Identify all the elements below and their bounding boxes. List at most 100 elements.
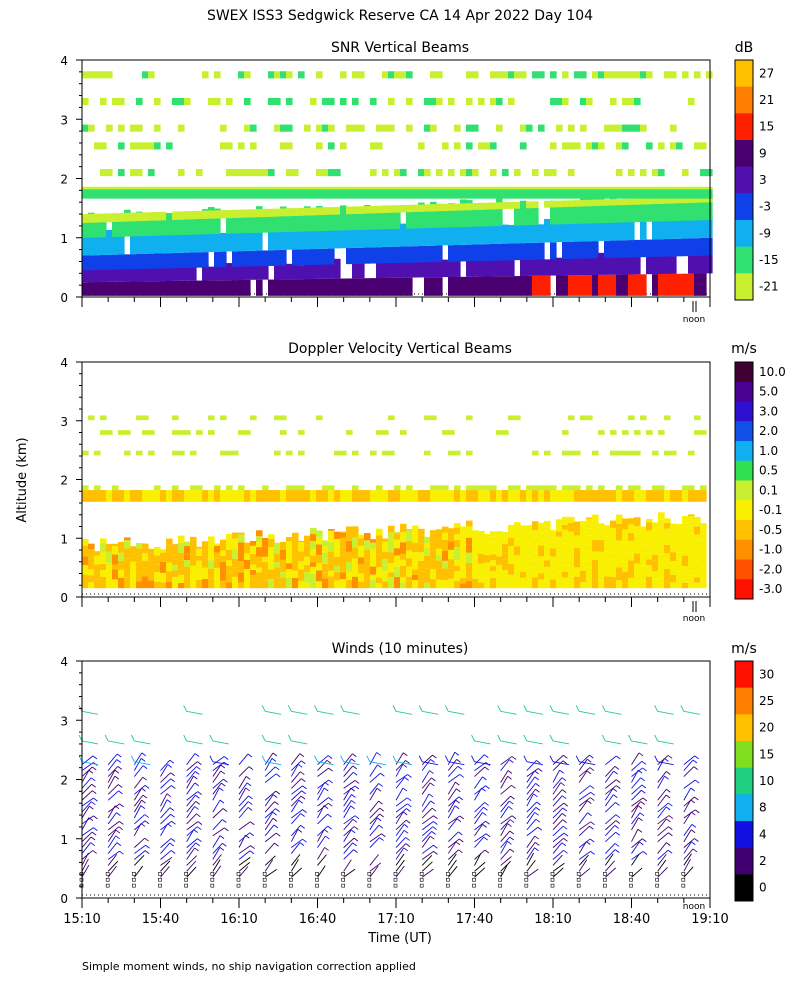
wind-barb (160, 807, 171, 819)
wind-barb (500, 756, 513, 766)
doppler-cell (376, 430, 383, 435)
doppler-cell (688, 533, 695, 542)
wind-barb (343, 849, 354, 860)
doppler-cell (634, 563, 641, 571)
snr-cell (676, 273, 683, 296)
snr-cell (544, 186, 551, 190)
doppler-cell (592, 490, 599, 502)
wind-barb-flag (326, 759, 332, 764)
doppler-cell (364, 550, 371, 561)
snr-cell (382, 186, 389, 190)
doppler-cell (256, 561, 263, 568)
wind-barb (160, 785, 172, 795)
doppler-cell (538, 579, 545, 589)
doppler-cell (424, 568, 431, 577)
wind-barb-flag (116, 812, 121, 817)
doppler-cell (352, 537, 359, 548)
snr-cell (214, 266, 221, 281)
colorbar-label: 0.5 (759, 464, 778, 478)
wind-barb-flag (194, 782, 200, 787)
wind-barb-flag (690, 799, 695, 804)
doppler-cell (646, 565, 653, 577)
doppler-cell (598, 580, 605, 589)
wind-barb (448, 796, 460, 807)
doppler-cell (382, 581, 389, 589)
wind-barb-flag (340, 755, 345, 762)
doppler-cell (334, 580, 341, 589)
colorbar-label: -1.0 (759, 543, 782, 557)
doppler-cell (310, 573, 317, 580)
wind-barb-flag (340, 705, 345, 712)
snr-cell (250, 250, 257, 267)
doppler-cell (658, 583, 665, 589)
wind-barb (552, 710, 570, 715)
doppler-cell (262, 561, 269, 574)
doppler-cell (514, 490, 521, 502)
snr-cell (292, 208, 299, 217)
snr-cell (502, 224, 509, 244)
wind-barb-flag (193, 775, 198, 780)
snr-cell (82, 235, 89, 256)
doppler-cell (202, 541, 209, 550)
doppler-cell (298, 450, 305, 456)
doppler-cell (454, 527, 461, 535)
doppler-cell (562, 571, 569, 578)
snr-cell (238, 71, 245, 79)
doppler-cell (622, 543, 629, 553)
wind-barb-flag (328, 802, 333, 807)
wind-barb (526, 826, 539, 837)
wind-barb-flag (563, 849, 568, 854)
doppler-cell (262, 490, 269, 502)
doppler-cell (634, 580, 641, 589)
snr-cell (394, 205, 401, 213)
doppler-cell (508, 546, 515, 557)
wind-barb (500, 784, 512, 795)
wind-barb (552, 761, 570, 766)
snr-cell (706, 169, 713, 177)
snr-cell (304, 249, 311, 266)
doppler-cell (286, 537, 293, 542)
snr-cell (196, 280, 203, 296)
y-tick-label: 3 (60, 415, 68, 429)
snr-cell (382, 189, 389, 199)
doppler-cell (148, 450, 155, 456)
snr-cell (340, 186, 347, 190)
doppler-cell (688, 564, 695, 576)
wind-barb (343, 837, 355, 848)
doppler-cell (430, 569, 437, 575)
snr-cell (388, 277, 395, 296)
doppler-cell (172, 545, 179, 555)
doppler-cell (478, 537, 485, 548)
wind-barb (631, 817, 639, 831)
wind-barb-flag (590, 851, 595, 855)
wind-barb-flag (523, 734, 528, 742)
doppler-cell (226, 582, 233, 589)
gate-marker (655, 877, 659, 882)
snr-cell (454, 142, 461, 150)
wind-barb (81, 766, 93, 777)
doppler-cell (556, 519, 563, 525)
snr-cell (442, 220, 449, 246)
snr-cell (466, 189, 473, 199)
snr-cell (250, 189, 257, 199)
snr-cell (478, 276, 485, 296)
doppler-cell (274, 543, 281, 554)
wind-barb-flag (433, 850, 438, 855)
doppler-cell (244, 559, 251, 570)
snr-cell (190, 210, 197, 220)
wind-barb-flag (534, 841, 540, 846)
wind-barb (395, 830, 405, 842)
gate-marker (341, 877, 345, 882)
wind-barb (552, 849, 564, 860)
doppler-cell (652, 485, 659, 491)
snr-cell (514, 71, 521, 79)
doppler-cell (220, 555, 227, 562)
snr-cell (316, 259, 323, 279)
snr-cell (280, 249, 287, 266)
wind-barb (291, 867, 303, 878)
doppler-cell (310, 527, 317, 534)
doppler-cell (412, 552, 419, 564)
wind-barb-flag (302, 838, 307, 843)
wind-barb (657, 832, 669, 843)
snr-cell (544, 189, 551, 199)
